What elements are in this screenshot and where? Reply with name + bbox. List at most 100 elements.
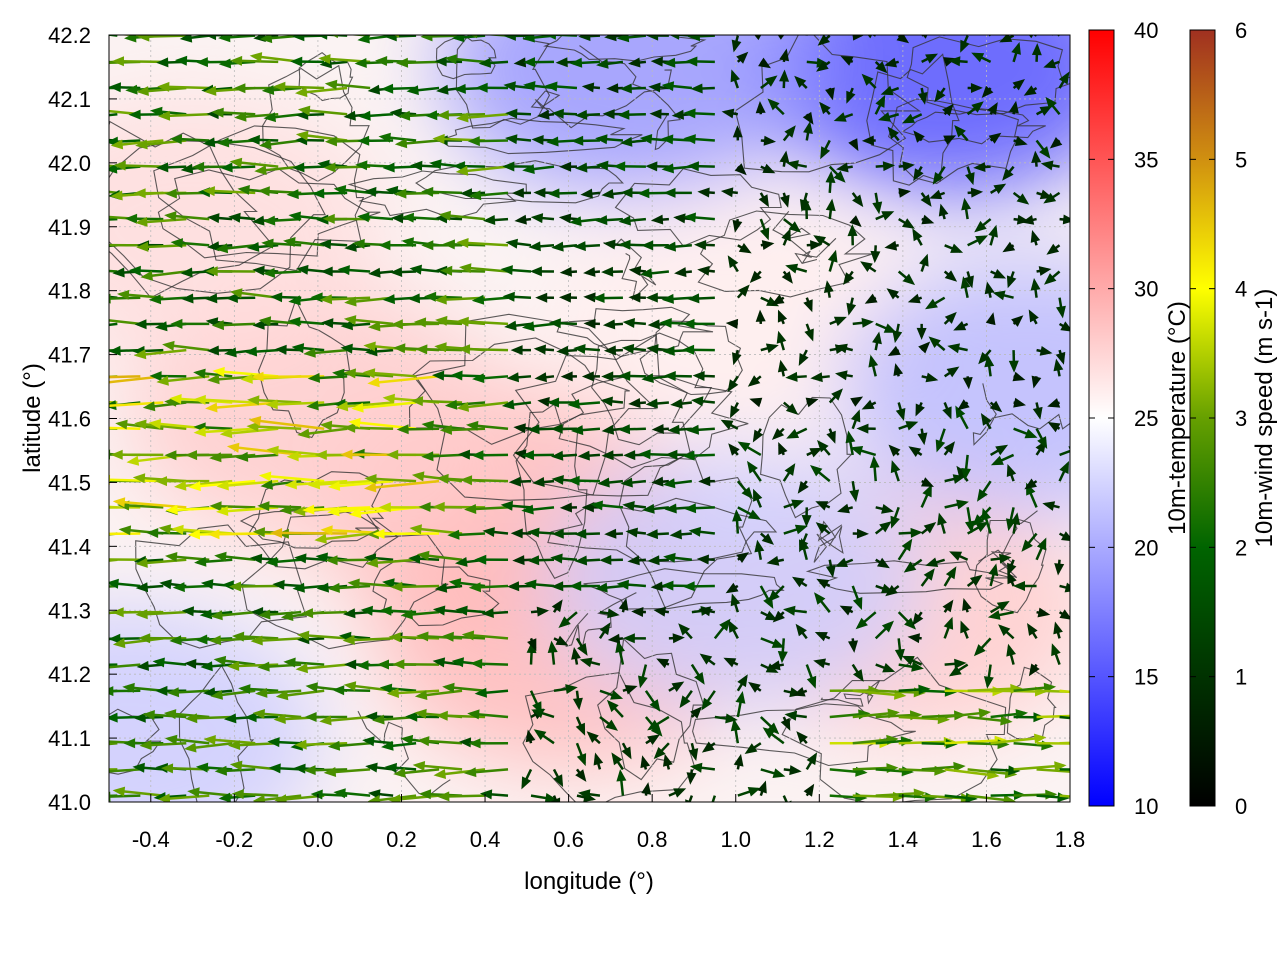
wind-vector [615, 640, 625, 665]
wind-vector [864, 293, 878, 304]
colorbar-tick-label: 20 [1134, 535, 1158, 560]
wind-vector [456, 401, 509, 412]
y-tick-label: 41.4 [48, 534, 91, 559]
y-tick-label: 41.1 [48, 726, 91, 751]
wind-vector [698, 606, 716, 617]
wind-vector [847, 224, 858, 246]
wind-vector [296, 630, 348, 641]
y-tick-label: 41.5 [48, 470, 91, 495]
wind-vector [679, 690, 693, 709]
wind-vector [691, 396, 715, 407]
contour-line [805, 560, 1013, 594]
wind-vector [1044, 270, 1061, 285]
wind-vector [732, 349, 742, 366]
wind-vector [917, 428, 928, 446]
wind-vector [667, 424, 692, 435]
wind-vector [661, 81, 692, 92]
wind-vector [471, 294, 509, 305]
wind-vector [825, 87, 835, 101]
wind-vector [550, 423, 577, 434]
wind-vector [109, 375, 141, 379]
wind-vector [559, 161, 577, 172]
wind-vector [779, 69, 790, 89]
wind-vector [471, 450, 509, 461]
wind-vector [552, 768, 564, 788]
wind-vector [464, 767, 509, 778]
y-axis-ticks: 41.0 41.1 41.2 41.3 41.4 41.5 41.6 41.7 41.8 41.9… [48, 23, 117, 815]
wind-vector [246, 421, 302, 432]
wind-vector [527, 527, 555, 538]
wind-vector [907, 293, 923, 304]
wind-vector [916, 323, 927, 340]
wind-vector [781, 228, 791, 246]
wind-vector [686, 161, 715, 172]
wind-vector [1058, 609, 1070, 620]
wind-vector [874, 620, 894, 640]
wind-vector [805, 397, 819, 408]
wind-vector [478, 57, 509, 68]
wind-vector [558, 611, 578, 628]
wind-vector [1056, 297, 1066, 319]
wind-vector [362, 736, 394, 747]
wind-vector [475, 82, 509, 93]
wind-vector [537, 109, 555, 120]
x-tick-label: 0.6 [553, 827, 584, 852]
wind-vector [335, 401, 394, 412]
wind-vector [109, 269, 118, 273]
wind-vector [265, 556, 302, 567]
wind-vector [937, 512, 947, 534]
wind-vector [1031, 150, 1042, 167]
wind-vector [1058, 531, 1070, 541]
wind-vector [803, 297, 813, 313]
wind-vector [720, 187, 738, 198]
wind-vector [290, 56, 325, 67]
wind-vector [442, 682, 486, 693]
wind-vector [527, 555, 555, 566]
wind-vector [142, 710, 187, 720]
wind-vector [620, 136, 647, 147]
wind-vector [337, 265, 371, 276]
wind-vector [682, 318, 715, 329]
colorbar-tick-label: 35 [1134, 147, 1158, 172]
contour-line [734, 35, 922, 173]
wind-vector [109, 768, 141, 773]
wind-vector [892, 323, 903, 344]
wind-vector [692, 371, 715, 381]
wind-vector [464, 504, 509, 514]
wind-vector [875, 322, 897, 333]
wind-vector [512, 555, 532, 566]
wind-vector [479, 789, 509, 800]
wind-vector [417, 736, 463, 747]
wind-vector [878, 112, 900, 122]
wind-vector [140, 270, 187, 281]
wind-vector [340, 320, 371, 331]
wind-vector [646, 35, 669, 41]
wind-vector [752, 428, 764, 443]
wind-vector [989, 400, 1003, 413]
wind-vector [571, 135, 600, 146]
wind-vector [618, 215, 647, 226]
wind-vector [601, 189, 624, 199]
wind-vector [1007, 571, 1017, 587]
wind-vector [874, 94, 886, 115]
wind-vector [760, 135, 776, 146]
wind-vector [631, 607, 646, 617]
wind-vector [795, 623, 808, 640]
wind-vector [535, 292, 554, 303]
wind-vector [760, 637, 785, 648]
wind-vector [503, 81, 532, 92]
wind-vector [713, 618, 731, 640]
colorbar-tick-label: 15 [1134, 665, 1158, 690]
y-tick-label: 41.7 [48, 343, 91, 368]
wind-vector [967, 235, 989, 247]
wind-vector [148, 294, 187, 305]
contour-line [372, 560, 500, 627]
wind-vector [184, 741, 233, 753]
wind-vector [599, 608, 620, 619]
wind-vector [820, 139, 831, 160]
wind-vector [272, 579, 302, 590]
wind-vector [737, 441, 762, 457]
wind-vector [985, 312, 996, 326]
wind-vector [483, 215, 509, 225]
wind-vector [288, 316, 325, 327]
